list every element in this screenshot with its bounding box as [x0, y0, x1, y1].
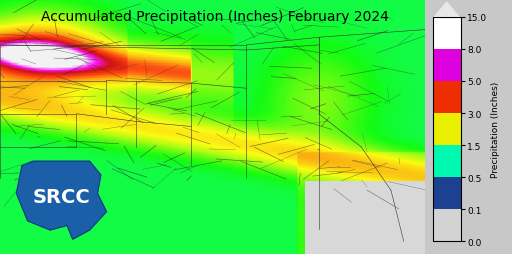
Y-axis label: Precipitation (Inches): Precipitation (Inches) — [492, 82, 500, 178]
Polygon shape — [16, 162, 106, 239]
Text: SRCC: SRCC — [33, 187, 90, 206]
Text: Accumulated Precipitation (Inches) February 2024: Accumulated Precipitation (Inches) Febru… — [41, 10, 389, 24]
Polygon shape — [434, 3, 459, 18]
